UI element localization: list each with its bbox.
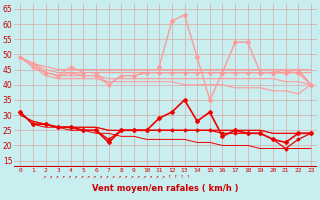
X-axis label: Vent moyen/en rafales ( km/h ): Vent moyen/en rafales ( km/h ) [92, 184, 239, 193]
Text: ↗ ↗ ↗ ↗ ↗ ↗ ↗ ↗ ↗ ↗ ↗ ↗ ↗ ↗ ↗ ↗ ↗ ↗ ↗ ↗ ↑ ↑ ↑ ↑: ↗ ↗ ↗ ↗ ↗ ↗ ↗ ↗ ↗ ↗ ↗ ↗ ↗ ↗ ↗ ↗ ↗ ↗ ↗ ↗ … [43, 174, 190, 180]
